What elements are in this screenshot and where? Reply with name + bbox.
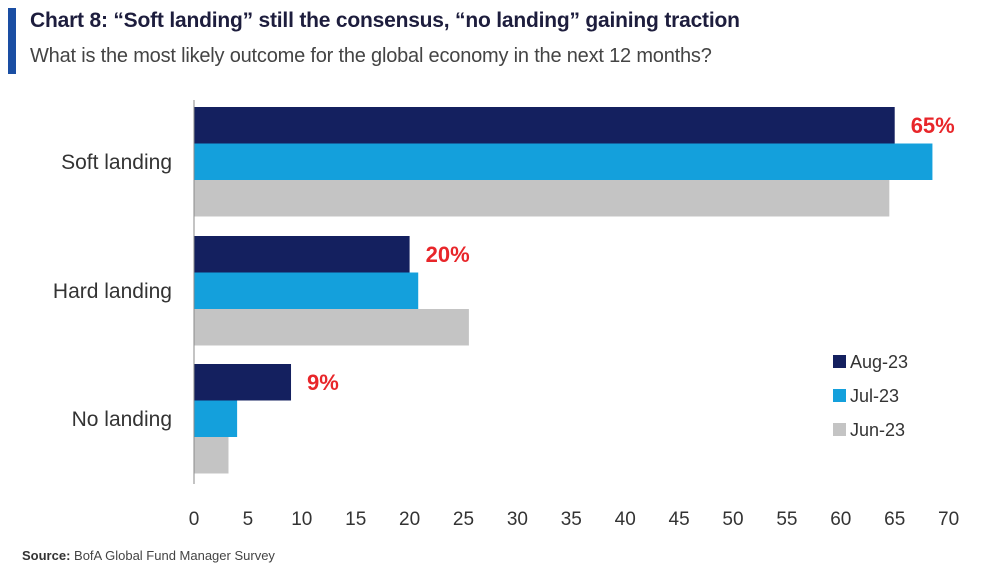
chart-subtitle: What is the most likely outcome for the … [30,45,712,67]
x-tick-label-55: 55 [776,509,797,530]
x-tick-label-50: 50 [722,509,743,530]
bar-no-landing-jul-23 [194,400,238,437]
bar-no-landing-aug-23 [194,364,292,401]
x-tick-label-25: 25 [453,509,474,530]
chart-title: Chart 8: “Soft landing” still the consen… [30,9,740,32]
legend-swatch-jul-23 [833,389,846,402]
bar-hard-landing-jun-23 [194,309,469,346]
x-tick-label-45: 45 [669,509,690,530]
source-note: Source: BofA Global Fund Manager Survey [22,548,275,563]
bar-hard-landing-jul-23 [194,272,419,309]
x-tick-label-5: 5 [243,509,254,530]
category-label-soft-landing: Soft landing [61,151,172,174]
category-label-no-landing: No landing [72,408,172,431]
legend-label-jul-23: Jul-23 [850,386,899,406]
x-tick-label-30: 30 [507,509,528,530]
bar-soft-landing-aug-23 [194,107,895,144]
bar-soft-landing-jul-23 [194,143,933,180]
source-text: BofA Global Fund Manager Survey [74,548,275,563]
bar-soft-landing-jun-23 [194,180,890,217]
legend-swatch-aug-23 [833,355,846,368]
bar-hard-landing-aug-23 [194,236,410,273]
legend-swatch-jun-23 [833,423,846,436]
legend-label-jun-23: Jun-23 [850,420,905,440]
x-tick-label-15: 15 [345,509,366,530]
x-tick-label-20: 20 [399,509,420,530]
x-tick-label-65: 65 [884,509,905,530]
x-tick-label-40: 40 [615,509,636,530]
x-tick-label-0: 0 [189,509,200,530]
category-label-hard-landing: Hard landing [53,280,172,303]
x-tick-label-60: 60 [830,509,851,530]
x-tick-label-10: 10 [291,509,312,530]
bar-no-landing-jun-23 [194,437,229,474]
legend-label-aug-23: Aug-23 [850,352,908,372]
title-accent-bar [8,8,16,74]
x-tick-label-35: 35 [561,509,582,530]
x-tick-label-70: 70 [938,509,959,530]
data-label-hard-landing: 20% [426,242,470,267]
source-label: Source: [22,548,71,563]
data-label-no-landing: 9% [307,370,339,395]
data-label-soft-landing: 65% [911,113,955,138]
